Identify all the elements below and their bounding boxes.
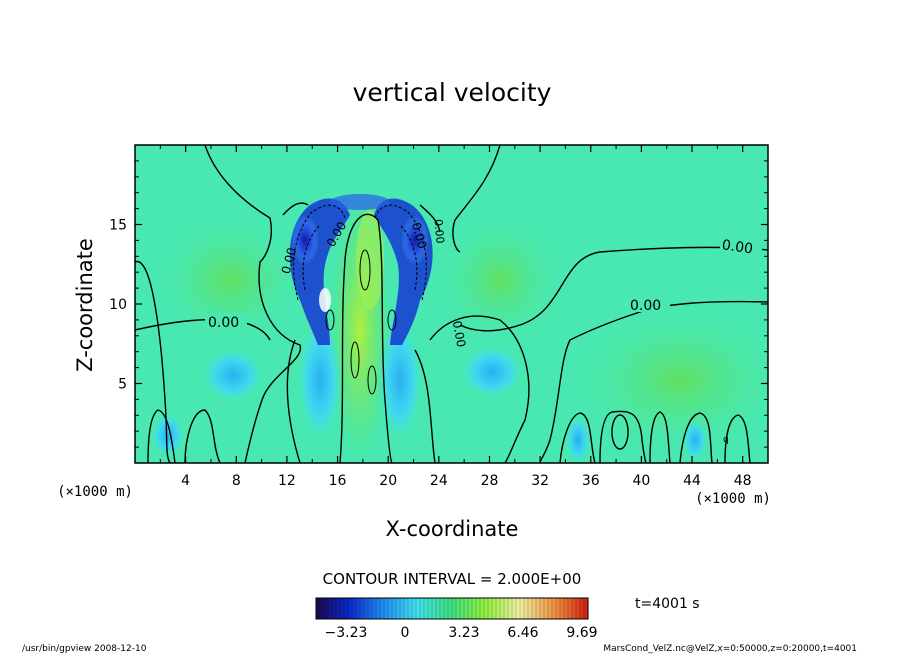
y-tick-label: 15 [109,218,127,234]
contour-line [649,411,671,463]
footer-left: /usr/bin/gpview 2008-12-10 [22,644,147,654]
contour-interval-label: CONTOUR INTERVAL = 2.000E+00 [323,570,582,588]
colorbar-tick-label: 0 [401,625,410,641]
surface-cell [152,413,184,457]
field-region [440,220,560,340]
contour-line [302,224,321,291]
label-bg [720,238,762,254]
contour-line [359,249,371,291]
x-tick-label: 40 [632,473,650,489]
contour-line [429,315,530,463]
contour-line [350,341,360,379]
contour-line [724,414,751,463]
negative-contours [293,204,427,301]
y-unit-label: (×1000 m) [57,484,133,500]
contour-line [399,224,418,291]
contour-line [135,260,171,463]
contour-line [679,412,713,463]
contour-label: 0.00 [279,246,299,275]
contour-line [367,365,377,395]
x-axis: 4 8 12 16 20 24 28 32 36 40 44 48 [159,145,752,489]
colorbar-tick-label: −3.23 [325,625,368,641]
contour-label: 0.00 [721,237,754,257]
updraft-peak [356,210,384,310]
contour-line [459,246,768,332]
contour-line [339,213,393,463]
contour-label-group: 0.00 0.00 0.00 0.00 0.00 0.00 0.00 0.00 [205,219,762,349]
anvil-top [330,194,390,210]
contour-line [184,409,221,463]
contour-line [282,202,441,233]
plot-area: 0.00 0.00 0.00 0.00 0.00 0.00 0.00 0.00 … [135,145,768,463]
contour-line [452,145,501,253]
y-tick-label: 5 [118,377,127,393]
x-tick-label: 4 [181,473,190,489]
contour-line [204,145,301,463]
contour-label: 0.00 [630,298,661,314]
contour-line [147,409,176,463]
label-bg [628,296,670,312]
contour-line [539,300,768,463]
contour-label: 0.00 [208,315,239,331]
x-tick-label: 48 [734,473,752,489]
x-tick-label: 28 [481,473,499,489]
x-tick-label: 44 [683,473,701,489]
label-bg [205,313,247,329]
x-tick-label: 32 [531,473,549,489]
contour-line [286,339,301,463]
x-tick-label: 8 [232,473,241,489]
x-tick-label: 20 [379,473,397,489]
colorbar-tick-label: 9.69 [566,625,597,641]
x-tick-label: 36 [582,473,600,489]
surface-cell [683,420,707,460]
anvil-core [401,215,429,265]
contour-label: 0.00 [432,219,447,245]
y-axis: 5 10 15 [109,160,768,448]
x-unit-label: (×1000 m) [695,491,771,507]
contour-line [559,412,596,463]
contour-label: 0.00 [409,221,429,250]
contour-line [611,414,629,450]
contour-line [414,349,436,463]
field-region [580,310,768,450]
contour-line [387,309,397,331]
contour-line [374,204,427,301]
contour-line [599,410,647,463]
x-tick-label: 24 [430,473,448,489]
x-axis-label: X-coordinate [386,517,519,541]
y-tick-label: 10 [109,297,127,313]
chart-title: vertical velocity [353,78,552,107]
colorbar-tick-label: 6.46 [507,625,538,641]
time-label: t=4001 s [635,596,700,612]
colorbar-ticks: −3.23 0 3.23 6.46 9.69 [325,625,598,641]
max-spot [319,288,331,312]
footer-right: MarsCond_VelZ.nc@VelZ,x=0:50000,z=0:2000… [603,644,857,654]
contour-line [325,309,335,331]
anvil-core [291,215,319,265]
contour-line [293,204,346,301]
colorbar-tick-label: 3.23 [448,625,479,641]
contour-label: 0.00 [450,320,468,349]
surface-cell [566,416,590,463]
downdraft-right [462,346,522,398]
downdraft-inner-right [378,320,422,440]
small-contours [325,249,397,395]
x-tick-label: 16 [329,473,347,489]
downdraft-inner-left [298,320,342,440]
tiny-contour-mark: q [723,435,729,445]
downdraft-left [203,349,263,401]
colorbar-stripes [319,598,585,619]
y-axis-label: Z-coordinate [73,238,97,372]
x-tick-label: 12 [278,473,296,489]
